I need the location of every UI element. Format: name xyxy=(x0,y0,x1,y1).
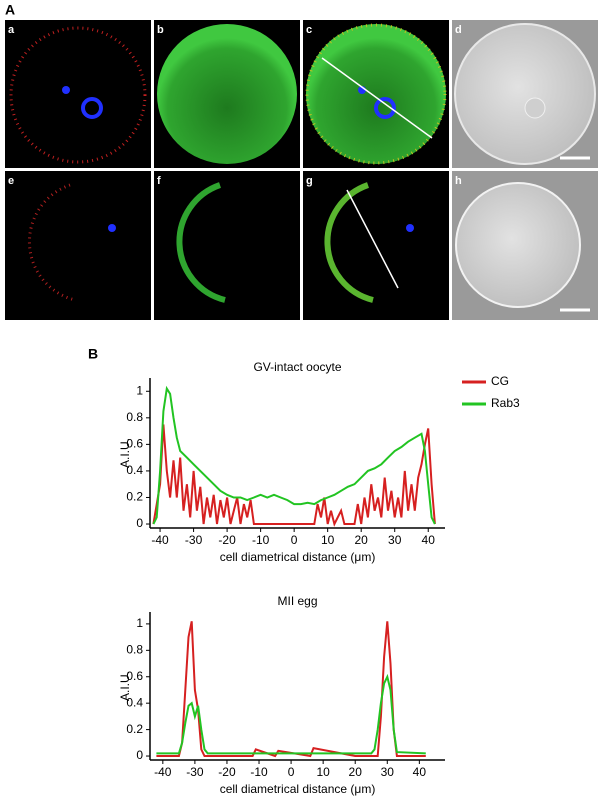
x-axis-label: cell diametrical distance (μm) xyxy=(220,550,376,564)
x-tick-label: 20 xyxy=(355,533,369,547)
x-tick-label: 30 xyxy=(388,533,402,547)
panel-label: f xyxy=(157,175,161,187)
data-line xyxy=(152,424,436,527)
x-tick-label: 40 xyxy=(413,765,427,779)
x-tick-label: -40 xyxy=(151,533,169,547)
legend-label: Rab3 xyxy=(491,396,520,410)
chart-title: GV-intact oocyte xyxy=(253,360,341,374)
x-tick-label: -10 xyxy=(252,533,270,547)
x-tick-label: 0 xyxy=(291,533,298,547)
x-tick-label: -30 xyxy=(186,765,204,779)
chart-title: MII egg xyxy=(277,594,317,608)
y-axis-label: A.I.U. xyxy=(118,438,132,468)
x-tick-label: 10 xyxy=(316,765,330,779)
y-tick-label: 0.8 xyxy=(126,410,143,424)
data-line xyxy=(156,621,426,758)
data-line xyxy=(156,673,426,755)
panel-label: d xyxy=(455,24,462,36)
y-tick-label: 0.4 xyxy=(126,463,143,477)
panel-label: c xyxy=(306,24,312,36)
y-tick-label: 0 xyxy=(136,516,143,530)
x-tick-label: 0 xyxy=(288,765,295,779)
panel-label: e xyxy=(8,175,14,187)
panel-label: g xyxy=(306,175,313,187)
x-tick-label: -20 xyxy=(218,533,236,547)
y-tick-label: 1 xyxy=(136,616,143,630)
data-line xyxy=(152,385,436,525)
y-tick-label: 0.4 xyxy=(126,695,143,709)
figure-label: A xyxy=(5,2,15,18)
y-tick-label: 1 xyxy=(136,383,143,397)
x-tick-label: 20 xyxy=(349,765,363,779)
y-axis-label: A.I.U. xyxy=(118,671,132,701)
y-tick-label: 0.8 xyxy=(126,642,143,656)
x-tick-label: 30 xyxy=(381,765,395,779)
x-tick-label: 10 xyxy=(321,533,335,547)
x-tick-label: -40 xyxy=(154,765,172,779)
y-tick-label: 0.2 xyxy=(126,722,143,736)
y-tick-label: 0.2 xyxy=(126,490,143,504)
legend-label: CG xyxy=(491,374,509,388)
micrographs xyxy=(5,20,598,320)
x-tick-label: -20 xyxy=(218,765,236,779)
y-tick-label: 0.6 xyxy=(126,437,143,451)
x-axis-label: cell diametrical distance (μm) xyxy=(220,782,376,796)
panel-label: h xyxy=(455,175,462,187)
figure-label: B xyxy=(88,346,98,362)
y-tick-label: 0 xyxy=(136,748,143,762)
x-tick-label: -10 xyxy=(250,765,268,779)
x-tick-label: -30 xyxy=(185,533,203,547)
y-tick-label: 0.6 xyxy=(126,669,143,683)
panel-label: b xyxy=(157,24,164,36)
x-tick-label: 40 xyxy=(422,533,436,547)
panel-label: a xyxy=(8,24,15,36)
